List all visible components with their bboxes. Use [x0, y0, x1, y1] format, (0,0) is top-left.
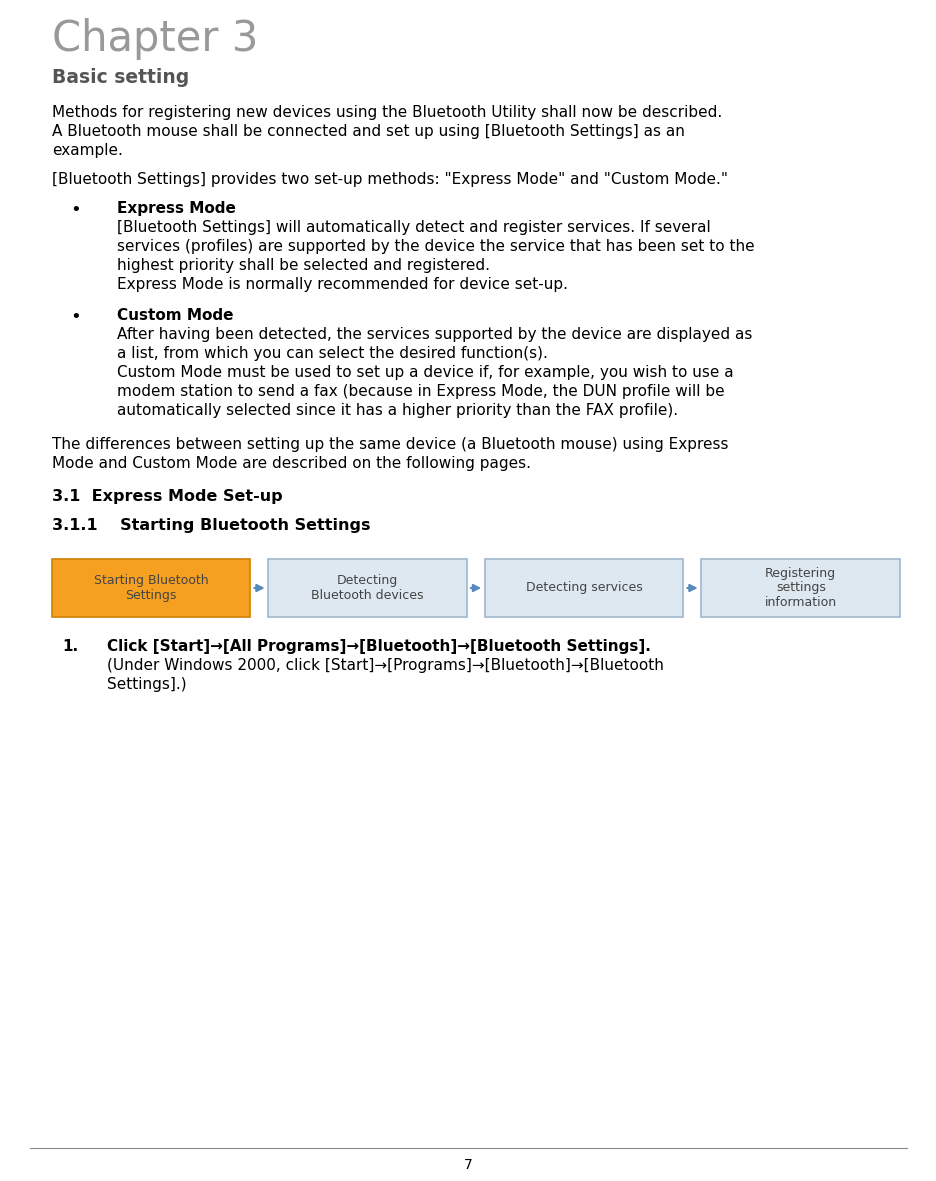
Text: a list, from which you can select the desired function(s).: a list, from which you can select the de…	[117, 346, 548, 361]
Text: Click [Start]→[All Programs]→[Bluetooth]→[Bluetooth Settings].: Click [Start]→[All Programs]→[Bluetooth]…	[107, 639, 651, 654]
Text: •: •	[70, 201, 80, 218]
Text: services (profiles) are supported by the device the service that has been set to: services (profiles) are supported by the…	[117, 239, 753, 254]
Text: Starting Bluetooth
Settings: Starting Bluetooth Settings	[94, 574, 209, 602]
Text: (Under Windows 2000, click [Start]→[Programs]→[Bluetooth]→[Bluetooth: (Under Windows 2000, click [Start]→[Prog…	[107, 658, 664, 673]
Text: Mode and Custom Mode are described on the following pages.: Mode and Custom Mode are described on th…	[51, 456, 531, 471]
Text: Express Mode: Express Mode	[117, 201, 236, 216]
FancyBboxPatch shape	[51, 559, 250, 616]
Text: The differences between setting up the same device (a Bluetooth mouse) using Exp: The differences between setting up the s…	[51, 437, 727, 452]
Text: Detecting services: Detecting services	[525, 581, 642, 594]
Text: Settings].): Settings].)	[107, 677, 186, 692]
Text: Chapter 3: Chapter 3	[51, 18, 258, 60]
Text: [Bluetooth Settings] will automatically detect and register services. If several: [Bluetooth Settings] will automatically …	[117, 220, 710, 235]
FancyBboxPatch shape	[269, 559, 466, 616]
FancyBboxPatch shape	[485, 559, 682, 616]
FancyBboxPatch shape	[701, 559, 899, 616]
Text: [Bluetooth Settings] provides two set-up methods: "Express Mode" and "Custom Mod: [Bluetooth Settings] provides two set-up…	[51, 172, 727, 187]
Text: example.: example.	[51, 143, 123, 158]
Text: 3.1  Express Mode Set-up: 3.1 Express Mode Set-up	[51, 489, 283, 504]
Text: 1.: 1.	[62, 639, 78, 654]
Text: •: •	[70, 308, 80, 326]
Text: modem station to send a fax (because in Express Mode, the DUN profile will be: modem station to send a fax (because in …	[117, 384, 724, 399]
Text: Registering
settings
information: Registering settings information	[764, 567, 836, 609]
Text: highest priority shall be selected and registered.: highest priority shall be selected and r…	[117, 257, 490, 273]
Text: Detecting
Bluetooth devices: Detecting Bluetooth devices	[311, 574, 424, 602]
Text: Basic setting: Basic setting	[51, 68, 189, 87]
Text: automatically selected since it has a higher priority than the FAX profile).: automatically selected since it has a hi…	[117, 403, 678, 418]
Text: Custom Mode must be used to set up a device if, for example, you wish to use a: Custom Mode must be used to set up a dev…	[117, 365, 733, 380]
Text: After having been detected, the services supported by the device are displayed a: After having been detected, the services…	[117, 327, 752, 342]
Text: Methods for registering new devices using the Bluetooth Utility shall now be des: Methods for registering new devices usin…	[51, 105, 722, 120]
Text: Express Mode is normally recommended for device set-up.: Express Mode is normally recommended for…	[117, 278, 567, 292]
Text: 7: 7	[463, 1159, 473, 1172]
Text: Custom Mode: Custom Mode	[117, 308, 233, 322]
Text: 3.1.1    Starting Bluetooth Settings: 3.1.1 Starting Bluetooth Settings	[51, 518, 370, 533]
Text: A Bluetooth mouse shall be connected and set up using [Bluetooth Settings] as an: A Bluetooth mouse shall be connected and…	[51, 124, 684, 139]
